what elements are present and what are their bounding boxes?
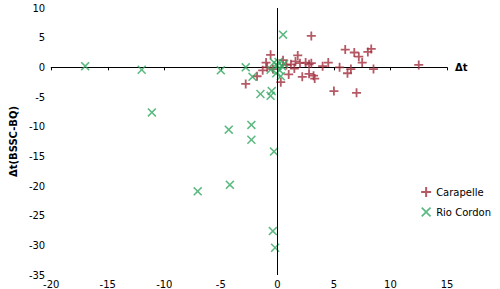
svg-text:-20: -20 (43, 279, 59, 289)
svg-text:-30: -30 (29, 240, 45, 251)
svg-text:-10: -10 (29, 121, 45, 132)
svg-text:-35: -35 (28, 269, 46, 281)
svg-text:10: 10 (384, 279, 397, 289)
svg-text:10: 10 (32, 3, 45, 14)
svg-text:-5: -5 (35, 92, 45, 103)
svg-text:-15: -15 (100, 279, 116, 289)
svg-text:-15: -15 (29, 151, 45, 162)
svg-text:5: 5 (39, 32, 45, 43)
svg-text:Rio Cordon: Rio Cordon (436, 207, 491, 218)
svg-text:-20: -20 (29, 181, 45, 192)
svg-text:15: 15 (441, 279, 454, 289)
svg-text:Δt(BSSC-BQ): Δt(BSSC-BQ) (8, 106, 19, 177)
svg-text:0: 0 (274, 279, 280, 289)
svg-text:0: 0 (39, 62, 45, 73)
svg-text:-10: -10 (156, 279, 172, 289)
svg-text:5: 5 (331, 279, 337, 289)
svg-text:Carapelle: Carapelle (436, 187, 484, 198)
svg-text:-25: -25 (29, 210, 45, 221)
svg-text:Δt: Δt (455, 62, 468, 73)
svg-text:-5: -5 (216, 279, 226, 289)
